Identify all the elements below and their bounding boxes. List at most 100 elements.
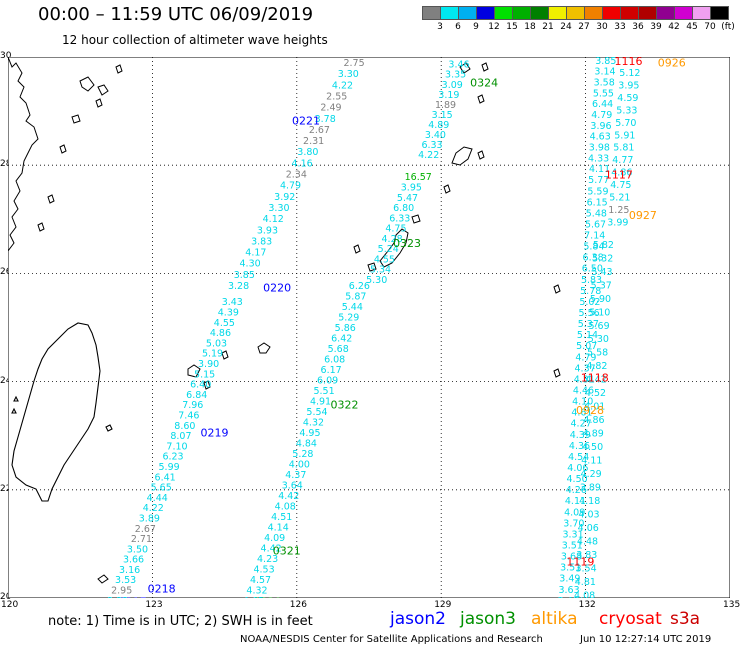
wave-height-value: 3.16: [119, 565, 140, 576]
wave-height-value: 3.54: [575, 563, 596, 574]
wave-height-value: 3.64: [282, 480, 303, 491]
wave-height-value: 4.33: [588, 153, 609, 164]
pass-label: 0219: [201, 427, 229, 440]
wave-height-value: 4.51: [271, 512, 292, 523]
wave-height-value: 5.86: [335, 323, 356, 334]
wave-height-value: 2.34: [286, 170, 307, 181]
wave-height-value: 5.99: [159, 462, 180, 473]
wave-height-value: 3.58: [594, 78, 615, 89]
wave-height-value: 6.08: [324, 354, 345, 365]
color-scale-label: 39: [650, 22, 662, 32]
wave-height-value: 4.79: [575, 352, 596, 363]
wave-height-value: 4.77: [612, 155, 633, 166]
wave-height-value: 4.22: [418, 150, 439, 161]
color-scale-label: 24: [560, 22, 572, 32]
wave-height-value: 3.63: [558, 585, 579, 596]
graticule: [8, 57, 730, 598]
wave-height-value: 5.30: [588, 334, 609, 345]
wave-height-value: 4.48: [577, 536, 598, 547]
latitude-label: 22: [0, 483, 12, 494]
wave-height-value: 2.95: [111, 586, 132, 597]
map-canvas: 2.753.304.222.552.493.782.672.313.804.16…: [8, 57, 730, 598]
color-scale-label: 9: [473, 22, 479, 32]
pass-label: 0221: [292, 114, 320, 127]
wave-height-value: 4.95: [299, 428, 320, 439]
okinawa-island: [379, 228, 409, 268]
footnote: note: 1) Time is in UTC; 2) SWH is in fe…: [48, 614, 313, 629]
color-swatch: [674, 6, 693, 20]
wave-height-value: 5.28: [292, 449, 313, 460]
color-swatch: [548, 6, 567, 20]
wave-height-value: 4.63: [590, 132, 611, 143]
wave-height-value: 4.42: [278, 491, 299, 502]
wave-height-value: 4.09: [564, 507, 585, 518]
ryukyu-islands: [97, 62, 561, 584]
wave-height-value: 5.37: [591, 280, 612, 291]
wave-height-value: 2.49: [320, 103, 341, 114]
wave-height-value: 4.82: [586, 361, 607, 372]
wave-height-value: 4.18: [579, 496, 600, 507]
wave-height-value: 4.39: [218, 308, 239, 319]
wave-height-value: 7.96: [182, 400, 203, 411]
wave-height-value: 8.60: [174, 421, 195, 432]
wave-height-value: 4.75: [385, 224, 406, 235]
wave-height-value: 3.15: [432, 110, 453, 121]
wave-height-value: 5.19: [202, 349, 223, 360]
wave-height-value: 6.80: [393, 203, 414, 214]
wave-height-value: 3.80: [297, 147, 318, 158]
color-scale-label: 30: [596, 22, 608, 32]
wave-height-value: 5.54: [306, 407, 327, 418]
color-scale-label: 70: [704, 22, 716, 32]
wave-height-value: 5.81: [613, 143, 634, 154]
color-scale-bar: [422, 6, 729, 20]
wave-height-value: 4.11: [589, 164, 610, 175]
wave-height-value: 5.21: [609, 193, 630, 204]
wave-height-value: 3.48: [558, 596, 579, 598]
legend-jason3: jason3: [460, 609, 516, 629]
longitude-label: 123: [145, 600, 163, 610]
wave-height-value: 2.67: [309, 125, 330, 136]
wave-height-value: 6.38: [583, 253, 604, 264]
wave-height-value: 4.32: [246, 585, 267, 596]
wave-height-value: 3.89: [580, 483, 601, 494]
wave-height-value: 5.47: [397, 193, 418, 204]
ishigaki-island: [187, 364, 201, 378]
wave-height-value: 4.65: [243, 596, 264, 598]
wave-height-value: 3.31: [562, 529, 583, 540]
color-swatch: [656, 6, 675, 20]
wave-height-value: 3.85: [595, 57, 616, 67]
wave-height-value: 3.50: [127, 544, 148, 555]
track: 3.434.394.554.865.035.193.905.156.406.84…: [107, 297, 243, 598]
taiwan-coastline: [11, 322, 113, 502]
map-area[interactable]: 2.75 3.30 4.22 2.55 2.49 3.78 2.67 2.31 3.80 4.16…: [8, 57, 730, 598]
wave-height-value: 4.55: [214, 318, 235, 329]
wave-height-value: 3.66: [123, 555, 144, 566]
color-scale-label: 21: [542, 22, 554, 32]
wave-height-value: 6.40: [190, 380, 211, 391]
wave-height-value: 4.61: [571, 408, 592, 419]
color-swatch: [458, 6, 477, 20]
wave-height-value: 4.54: [568, 452, 589, 463]
wave-height-value: 4.01: [584, 402, 605, 413]
wave-height-value: 4.89: [428, 120, 449, 131]
wave-height-value: 5.29: [338, 312, 359, 323]
wave-height-value: 2.75: [343, 58, 364, 69]
color-swatch: [692, 6, 711, 20]
track: 16.573.955.476.806.334.754.285.244.555.3…: [366, 172, 432, 286]
color-swatch: [512, 6, 531, 20]
wave-height-value: 3.90: [198, 359, 219, 370]
color-scale-label: 33: [614, 22, 626, 32]
wave-height-value: 1.25: [608, 205, 629, 216]
wave-height-value: 5.78: [580, 286, 601, 297]
wave-height-value: 6.44: [592, 99, 613, 110]
wave-height-value: 4.53: [253, 564, 274, 575]
wave-height-value: 4.81: [575, 577, 596, 588]
pass-label: 0217: [119, 595, 147, 598]
wave-height-value: 5.14: [577, 330, 598, 341]
color-scale-label: 36: [632, 22, 644, 32]
miyako-island: [257, 342, 271, 354]
color-scale-label: 12: [488, 22, 500, 32]
wave-height-value: 4.16: [292, 158, 313, 169]
wave-height-value: 3.09: [442, 80, 463, 91]
wave-height-value: 5.69: [588, 321, 609, 332]
